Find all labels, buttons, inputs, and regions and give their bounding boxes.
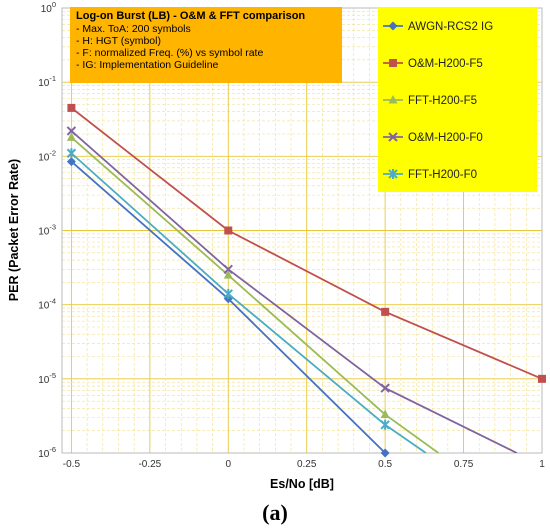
legend-label: O&M-H200-F0 [408,132,483,144]
y-tick-labels: 100 10-1 10-2 10-3 10-4 10-5 10-6 [38,0,56,460]
legend: AWGN-RCS2 IG O&M-H200-F5 FFT-H200-F5 O&M-H2… [378,7,537,192]
data-point [223,270,233,279]
x-axis-title: Es/No [dB] [270,477,334,491]
legend-marker [388,169,398,179]
data-point [380,409,390,419]
legend-background [378,7,537,192]
legend-item: AWGN-RCS2 IG [383,21,493,33]
series-line [70,152,427,453]
data-point [66,148,77,159]
y-tick-label: 10-5 [38,371,56,386]
data-point [381,307,390,316]
data-point [538,374,546,383]
info-box-title: Log-on Burst (LB) - O&M & FFT comparison [76,10,305,22]
info-box-line-2: - H: HGT (symbol) [76,35,161,47]
per-chart: 100 10-1 10-2 10-3 10-4 10-5 10-6 -0.5 -0.25 0 0.… [7,0,546,491]
x-tick-label: 0 [225,459,231,470]
data-point [380,419,390,430]
x-tick-labels: -0.5 -0.25 0 0.25 0.5 0.75 1 [63,459,545,470]
x-tick-label: -0.25 [138,459,161,470]
info-box-background [70,7,342,83]
legend-label: FFT-H200-F5 [408,95,477,107]
series-lines [66,103,546,458]
legend-item: O&M-H200-F0 [383,132,483,144]
x-tick-label: 0.75 [454,459,474,470]
series-line [70,130,518,453]
y-tick-label: 10-1 [38,74,56,89]
series-fft-h200-f0 [66,148,427,453]
x-tick-label: 1 [539,459,545,470]
data-point [67,103,76,112]
info-box: Log-on Burst (LB) - O&M & FFT comparison… [70,7,342,83]
info-box-line-3: - F: normalized Freq. (%) vs symbol rate [76,47,263,59]
info-box-line-1: - Max. ToA: 200 symbols [76,23,191,35]
legend-label: FFT-H200-F0 [408,169,477,181]
legend-item: FFT-H200-F0 [383,169,477,181]
data-point [380,383,390,393]
figure-caption: (a) [0,500,550,526]
x-tick-label: -0.5 [63,459,81,470]
legend-item: FFT-H200-F5 [383,95,477,107]
data-point [380,448,390,458]
legend-item: O&M-H200-F5 [383,58,483,70]
y-tick-label: 10-6 [38,445,56,460]
legend-marker [388,132,398,142]
legend-marker [389,59,397,67]
info-box-line-4: - IG: Implementation Guideline [76,59,219,71]
data-point [224,226,233,235]
series-o-m-h200-f0 [66,126,518,453]
y-tick-label: 10-4 [38,297,56,312]
series-line [70,136,439,453]
legend-marker [388,95,398,104]
data-point [66,126,77,136]
series-fft-h200-f5 [66,132,439,453]
data-point [223,264,233,274]
legend-label: O&M-H200-F5 [408,58,483,70]
series-line [70,107,543,380]
y-tick-label: 10-3 [38,223,56,238]
caption-text: (a) [262,500,288,525]
y-tick-label: 10-2 [38,148,56,163]
x-tick-label: 0.25 [297,459,317,470]
data-point [66,157,76,167]
legend-marker [388,21,398,31]
y-axis-title: PER (Packet Error Rate) [7,159,21,301]
y-tick-label: 100 [41,0,56,15]
data-point [66,132,76,141]
series-o-m-h200-f5 [67,103,546,383]
x-tick-label: 0.5 [378,459,392,470]
legend-label: AWGN-RCS2 IG [408,21,493,33]
data-point [223,288,233,299]
